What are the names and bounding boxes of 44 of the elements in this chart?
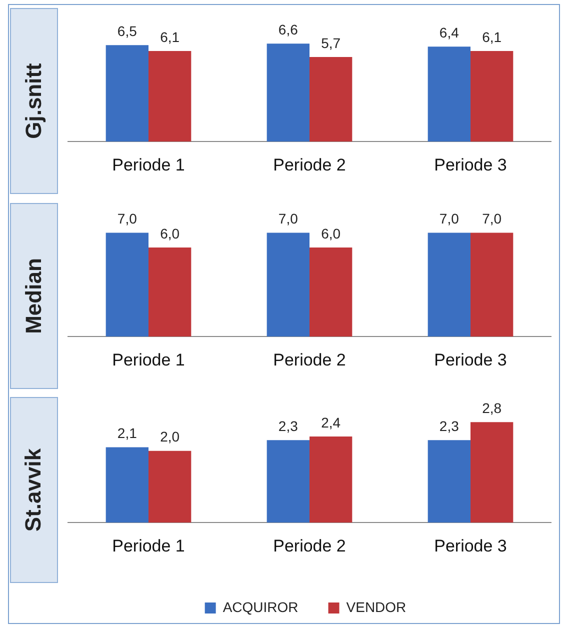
bar <box>266 440 310 523</box>
data-label: 2,0 <box>160 428 180 445</box>
data-label: 6,0 <box>321 225 341 242</box>
x-tick-label: Periode 2 <box>273 536 346 556</box>
data-label: 6,6 <box>278 21 298 38</box>
data-label: 2,3 <box>439 418 460 434</box>
bar <box>428 440 470 523</box>
bar <box>148 450 192 523</box>
bar <box>266 44 310 142</box>
data-label: 7,0 <box>482 210 502 227</box>
data-label: 7,0 <box>117 210 138 227</box>
x-tick-label: Periode 3 <box>434 155 507 174</box>
bar <box>310 56 352 142</box>
x-tick-label: Periode 2 <box>273 155 346 174</box>
bar <box>428 46 470 142</box>
bar <box>470 51 514 142</box>
data-label: 6,0 <box>160 225 180 242</box>
data-label: 2,3 <box>278 418 298 434</box>
data-label: 7,0 <box>439 210 460 227</box>
x-tick-label: Periode 1 <box>112 350 185 370</box>
x-tick-label: Periode 2 <box>273 350 346 370</box>
bar <box>106 45 148 142</box>
legend-label: ACQUIROR <box>222 598 298 615</box>
data-label: 6,1 <box>482 28 502 45</box>
x-tick-label: Periode 3 <box>434 536 507 556</box>
data-label: 6,5 <box>117 22 138 39</box>
y-axis-title: Gj.snitt <box>21 63 47 139</box>
data-label: 5,7 <box>321 34 341 51</box>
data-label: 6,4 <box>439 24 460 40</box>
data-label: 7,0 <box>278 210 298 227</box>
data-label: 6,1 <box>160 28 180 45</box>
x-tick-label: Periode 1 <box>112 536 185 556</box>
y-axis-title: St.avvik <box>21 448 47 532</box>
data-label: 2,4 <box>321 414 341 430</box>
x-tick-label: Periode 1 <box>112 155 185 174</box>
bar <box>470 422 514 523</box>
legend-label: VENDOR <box>346 598 406 615</box>
x-tick-label: Periode 3 <box>434 350 507 370</box>
data-label: 2,8 <box>482 400 502 416</box>
bar <box>310 436 352 523</box>
data-label: 2,1 <box>117 425 138 442</box>
y-axis-title: Median <box>21 258 47 334</box>
bar <box>106 447 148 523</box>
bar <box>148 51 192 142</box>
